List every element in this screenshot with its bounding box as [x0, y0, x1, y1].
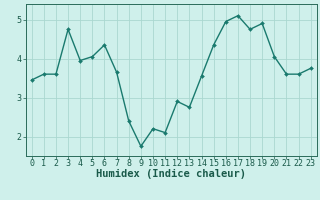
X-axis label: Humidex (Indice chaleur): Humidex (Indice chaleur): [96, 169, 246, 179]
